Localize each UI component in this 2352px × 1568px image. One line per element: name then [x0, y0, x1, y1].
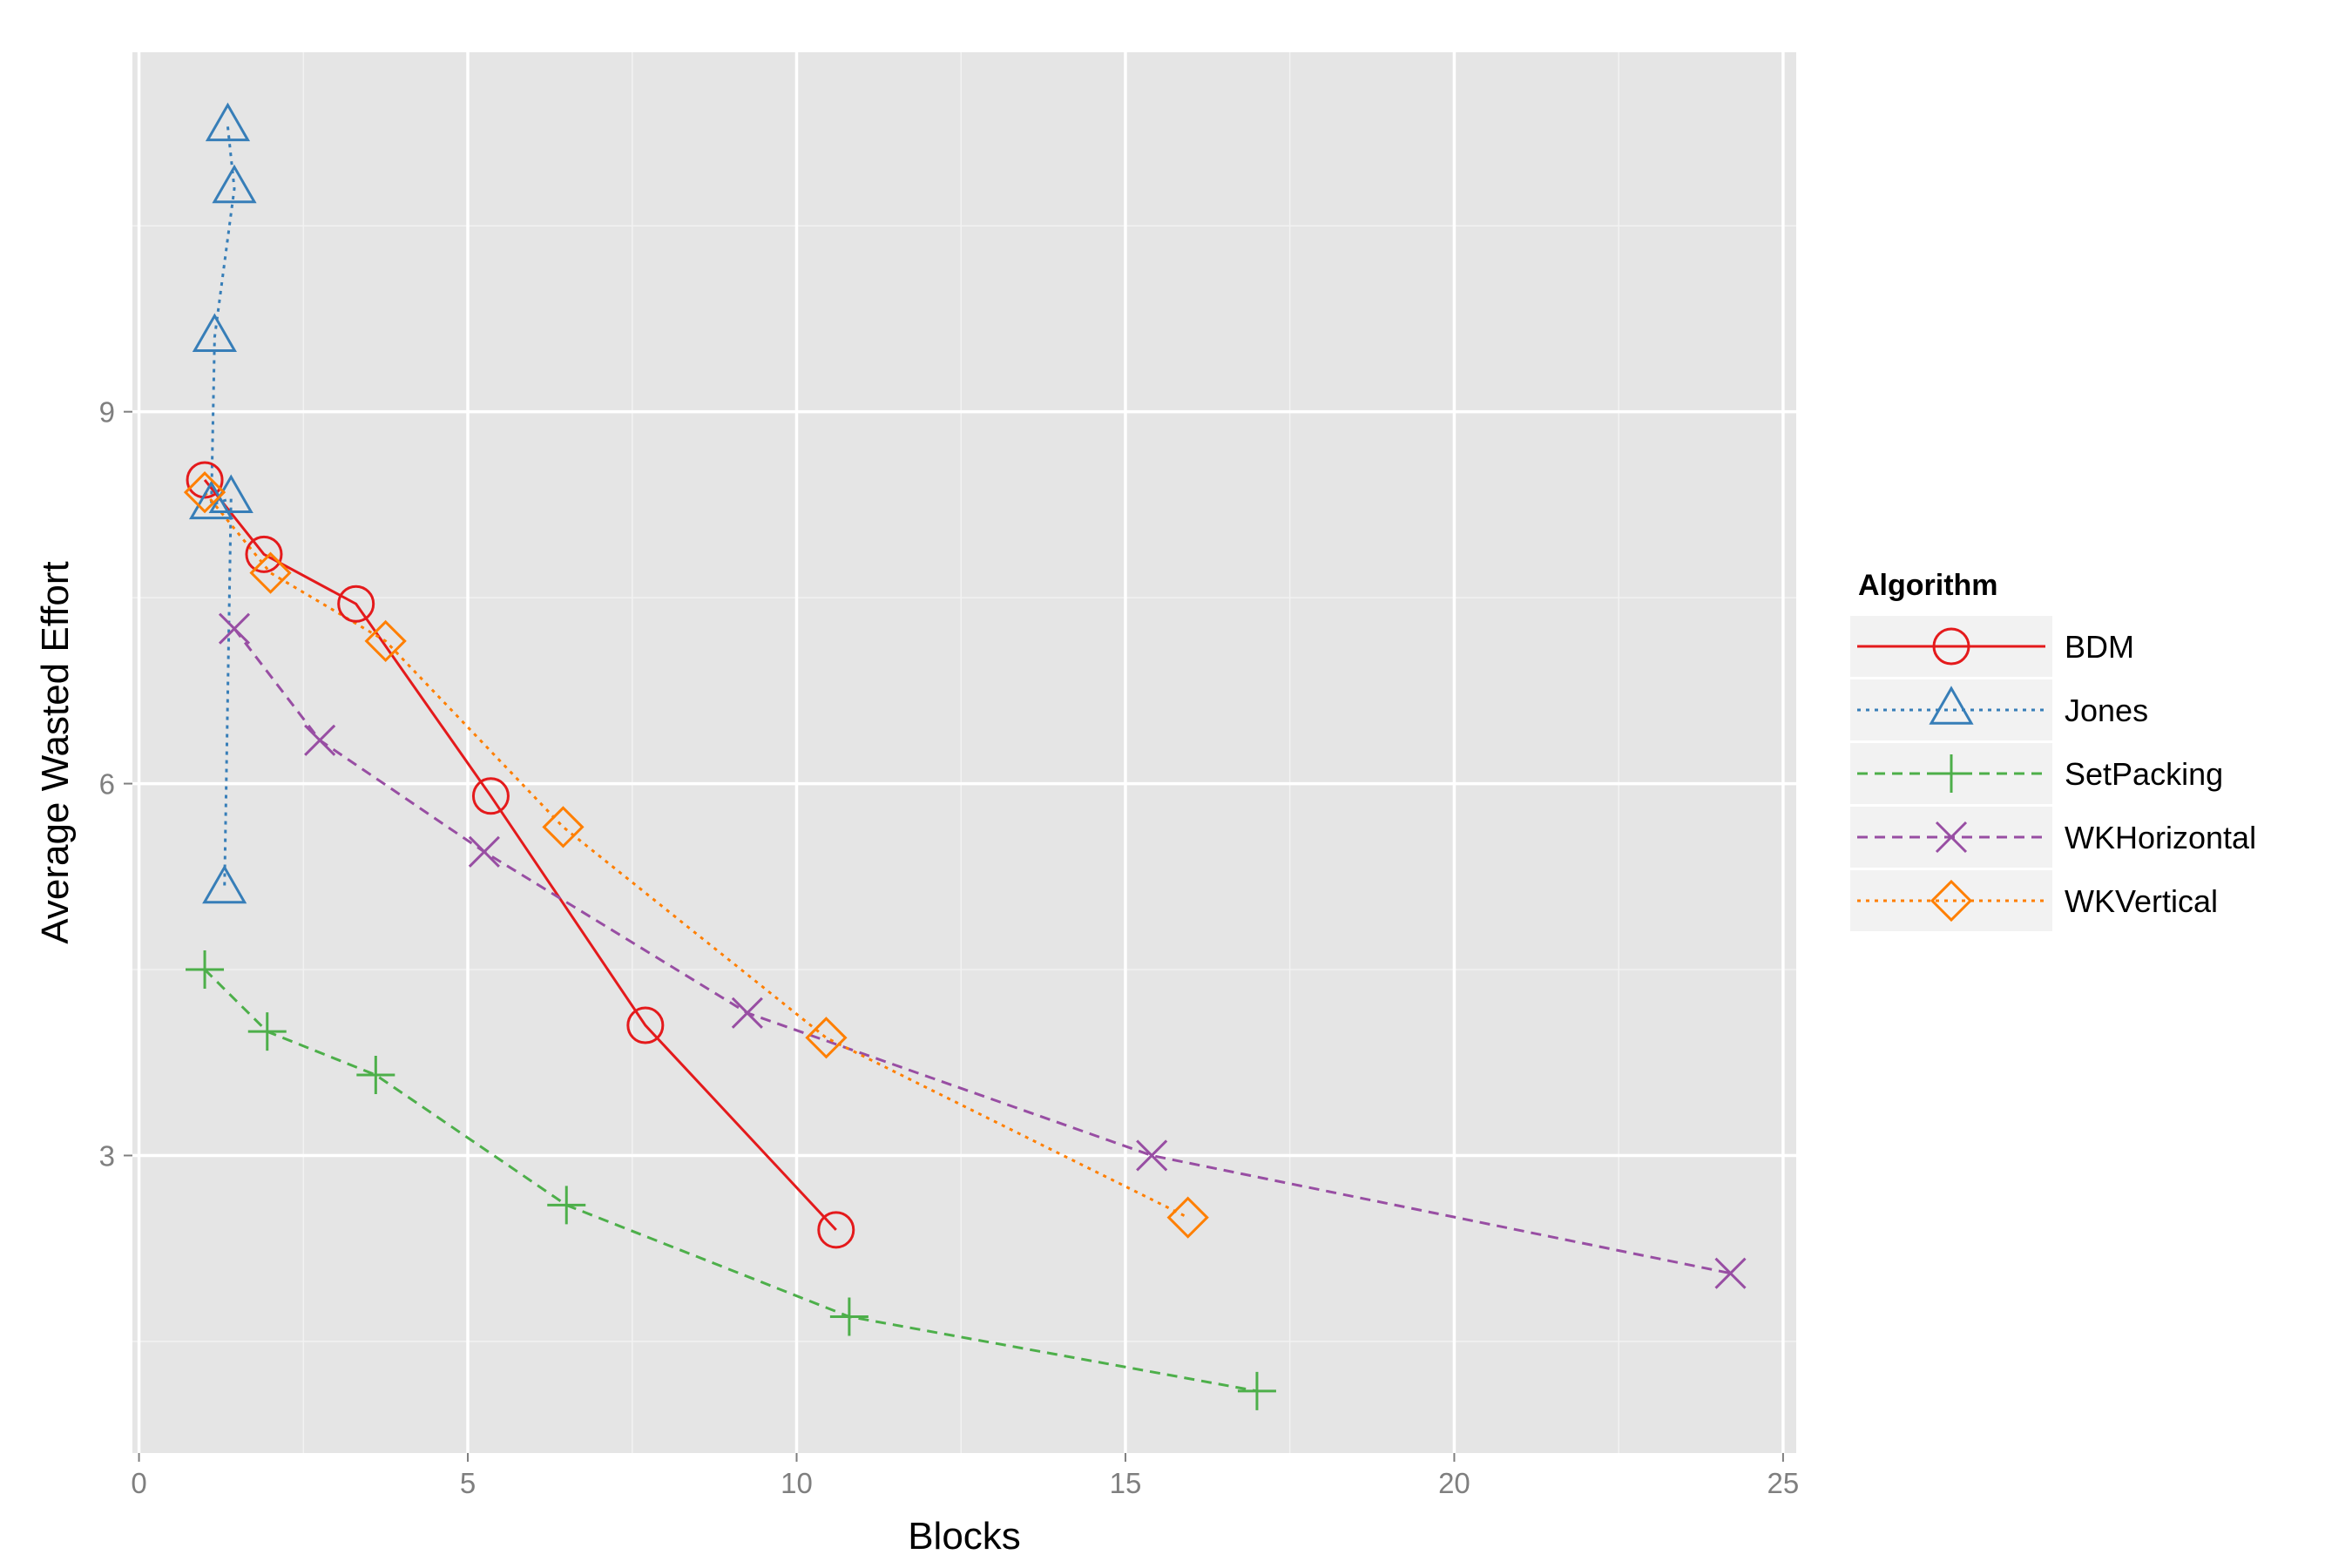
- data-point-bdm: [626, 1006, 665, 1044]
- x-axis: 0 5 10 15 20 25: [131, 1453, 1799, 1499]
- y-tick-label: 3: [99, 1139, 115, 1172]
- data-point-wkvertical: [364, 619, 407, 663]
- legend-marker-bdm: [1932, 627, 1970, 666]
- series-line-bdm: [203, 479, 837, 1231]
- series-line-wkvertical: [203, 491, 1189, 1219]
- legend-key-wkvertical: [1850, 870, 2052, 931]
- y-axis: 3 6 9: [99, 396, 132, 1172]
- legend: Algorithm BDM Jones SetPacking WKHorizontal…: [1850, 569, 2256, 931]
- major-gridlines: [132, 52, 1796, 1453]
- data-point-wkvertical: [249, 551, 292, 594]
- data-point-wkvertical: [805, 1017, 848, 1059]
- x-tick-label: 20: [1438, 1467, 1470, 1499]
- minor-gridlines: [132, 52, 1796, 1453]
- data-point-wkhorizontal: [731, 997, 763, 1029]
- legend-label-setpacking: SetPacking: [2065, 756, 2223, 792]
- legend-marker-wkhorizontal: [1935, 821, 1968, 854]
- data-point-wkhorizontal: [304, 724, 336, 756]
- legend-label-bdm: BDM: [2065, 629, 2134, 665]
- legend-label-jones: Jones: [2065, 693, 2148, 728]
- x-tick-label: 25: [1767, 1467, 1800, 1499]
- data-point-bdm: [245, 535, 283, 573]
- x-tick-label: 10: [781, 1467, 813, 1499]
- data-point-bdm: [817, 1211, 855, 1249]
- x-tick-label: 5: [460, 1467, 476, 1499]
- data-point-wkvertical: [1166, 1196, 1209, 1239]
- y-tick-label: 6: [99, 768, 115, 801]
- data-point-wkvertical: [542, 806, 585, 848]
- data-point-setpacking: [1237, 1371, 1276, 1410]
- series-markers: [183, 102, 1747, 1410]
- y-tick-label: 9: [99, 396, 115, 429]
- data-point-bdm: [186, 461, 224, 499]
- plot-panel: [132, 52, 1796, 1453]
- x-tick-label: 0: [131, 1467, 146, 1499]
- data-point-wkvertical: [183, 471, 226, 514]
- data-point-setpacking: [356, 1055, 395, 1094]
- legend-label-wkvertical: WKVertical: [2065, 883, 2218, 919]
- data-point-setpacking: [829, 1297, 868, 1336]
- data-point-wkhorizontal: [1714, 1257, 1747, 1289]
- legend-marker-jones: [1929, 686, 1974, 725]
- data-point-jones: [192, 313, 237, 352]
- data-point-setpacking: [247, 1012, 287, 1051]
- data-point-jones: [202, 864, 247, 904]
- data-point-bdm: [471, 777, 510, 815]
- series-line-setpacking: [203, 968, 1258, 1393]
- legend-marker-wkvertical: [1930, 879, 1973, 923]
- x-axis-title: Blocks: [908, 1515, 1021, 1558]
- data-point-jones: [189, 480, 234, 520]
- data-point-wkhorizontal: [1136, 1139, 1168, 1172]
- x-tick-label: 15: [1110, 1467, 1142, 1499]
- data-point-bdm: [337, 585, 375, 623]
- y-axis-title: Average Wasted Effort: [34, 561, 77, 943]
- series-line-wkhorizontal: [233, 627, 1731, 1275]
- data-point-jones: [212, 164, 257, 204]
- legend-marker-setpacking: [1932, 754, 1970, 793]
- data-point-wkhorizontal: [468, 835, 500, 868]
- legend-label-wkhorizontal: WKHorizontal: [2065, 820, 2256, 855]
- series-lines: [203, 126, 1731, 1393]
- data-point-jones: [205, 102, 251, 142]
- legend-title: Algorithm: [1858, 569, 1998, 602]
- data-point-setpacking: [186, 950, 225, 990]
- data-point-setpacking: [547, 1186, 586, 1225]
- data-point-wkhorizontal: [218, 612, 251, 645]
